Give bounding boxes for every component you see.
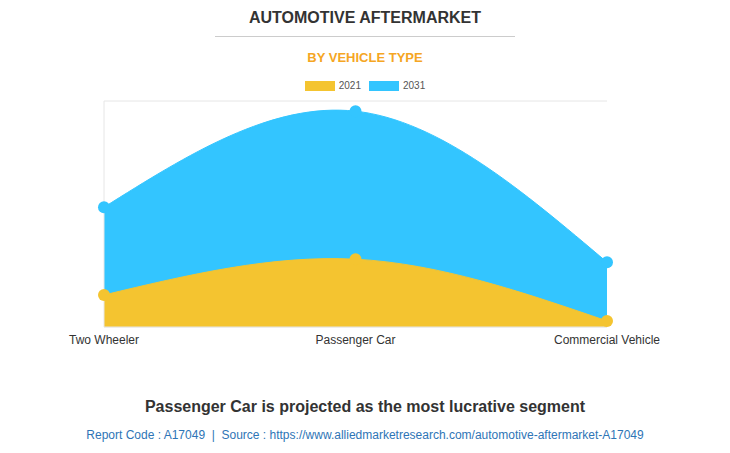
html-text:2031: 2031 <box>403 80 426 91</box>
html-text:BY VEHICLE TYPE: BY VEHICLE TYPE <box>307 50 423 65</box>
svg-text:Commercial Vehicle: Commercial Vehicle <box>554 333 660 347</box>
html-text:AUTOMOTIVE AFTERMARKET: AUTOMOTIVE AFTERMARKET <box>249 9 481 26</box>
svg-text:Two Wheeler: Two Wheeler <box>69 333 139 347</box>
svg-text:Passenger Car: Passenger Car <box>315 333 395 347</box>
html-text:Passenger Car is projected as: Passenger Car is projected as the most l… <box>144 398 586 415</box>
html-text:Report Code : A17049 | Source: Report Code : A17049 | Source : https://… <box>86 428 644 442</box>
html-text:2021: 2021 <box>338 80 361 91</box>
